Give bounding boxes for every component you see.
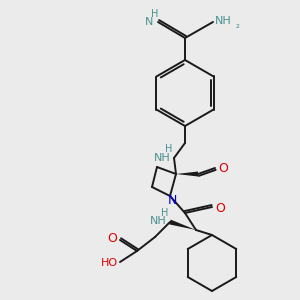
Polygon shape (169, 220, 196, 230)
Polygon shape (176, 172, 198, 176)
Text: ₂: ₂ (236, 20, 240, 30)
Text: NH: NH (214, 16, 231, 26)
Text: H: H (165, 144, 173, 154)
Text: N: N (167, 194, 177, 206)
Text: NH: NH (154, 153, 170, 163)
Text: O: O (215, 202, 225, 214)
Text: NH: NH (150, 216, 166, 226)
Text: O: O (218, 161, 228, 175)
Text: HO: HO (100, 258, 118, 268)
Text: H: H (151, 9, 159, 19)
Text: O: O (107, 232, 117, 245)
Text: N: N (145, 17, 153, 27)
Text: H: H (161, 208, 169, 218)
